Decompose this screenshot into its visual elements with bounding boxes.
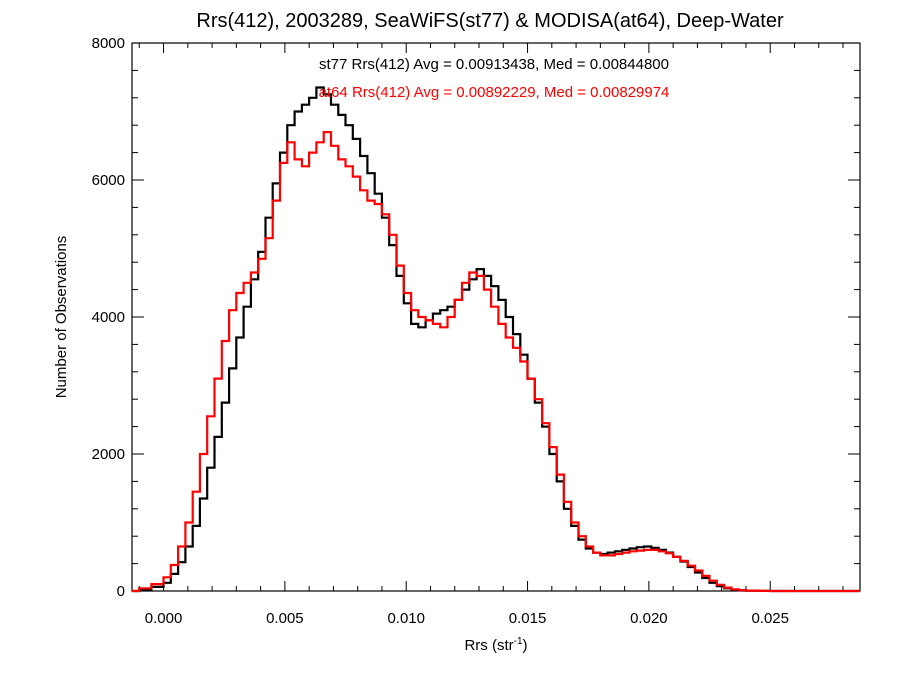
series-st77-line [132,86,860,593]
x-tick-label: 0.020 [630,610,668,627]
y-axis-label: Number of Observations [53,236,70,399]
x-tick-label: 0.025 [751,610,789,627]
x-axis-label-main: Rrs (str [464,637,513,654]
x-tick-label: 0.005 [266,610,304,627]
annotation-st77: st77 Rrs(412) Avg = 0.00913438, Med = 0.… [319,56,669,73]
x-axis-label-sup: -1 [514,636,523,647]
y-tick-label: 2000 [92,446,125,463]
x-tick-label: 0.010 [387,610,425,627]
x-axis-label: Rrs (str-1) [464,636,527,654]
x-tick-label: 0.015 [509,610,547,627]
axis-ticks [132,42,860,592]
series-layer [132,86,860,593]
axis-tick-labels: 0.000 0.005 0.010 0.015 0.020 0.025 0 2000 4000 6… [92,35,789,627]
y-tick-label: 8000 [92,35,125,52]
x-axis-label-end: ) [523,637,528,654]
annotation-at64: at64 Rrs(412) Avg = 0.00892229, Med = 0.… [319,84,670,101]
chart-title: Rrs(412), 2003289, SeaWiFS(st77) & MODIS… [196,10,784,32]
plot-frame [131,42,861,592]
y-tick-label: 0 [117,583,125,600]
y-tick-label: 4000 [92,309,125,326]
y-tick-label: 6000 [92,172,125,189]
x-tick-label: 0.000 [145,610,183,627]
series-at64-line [132,131,860,593]
